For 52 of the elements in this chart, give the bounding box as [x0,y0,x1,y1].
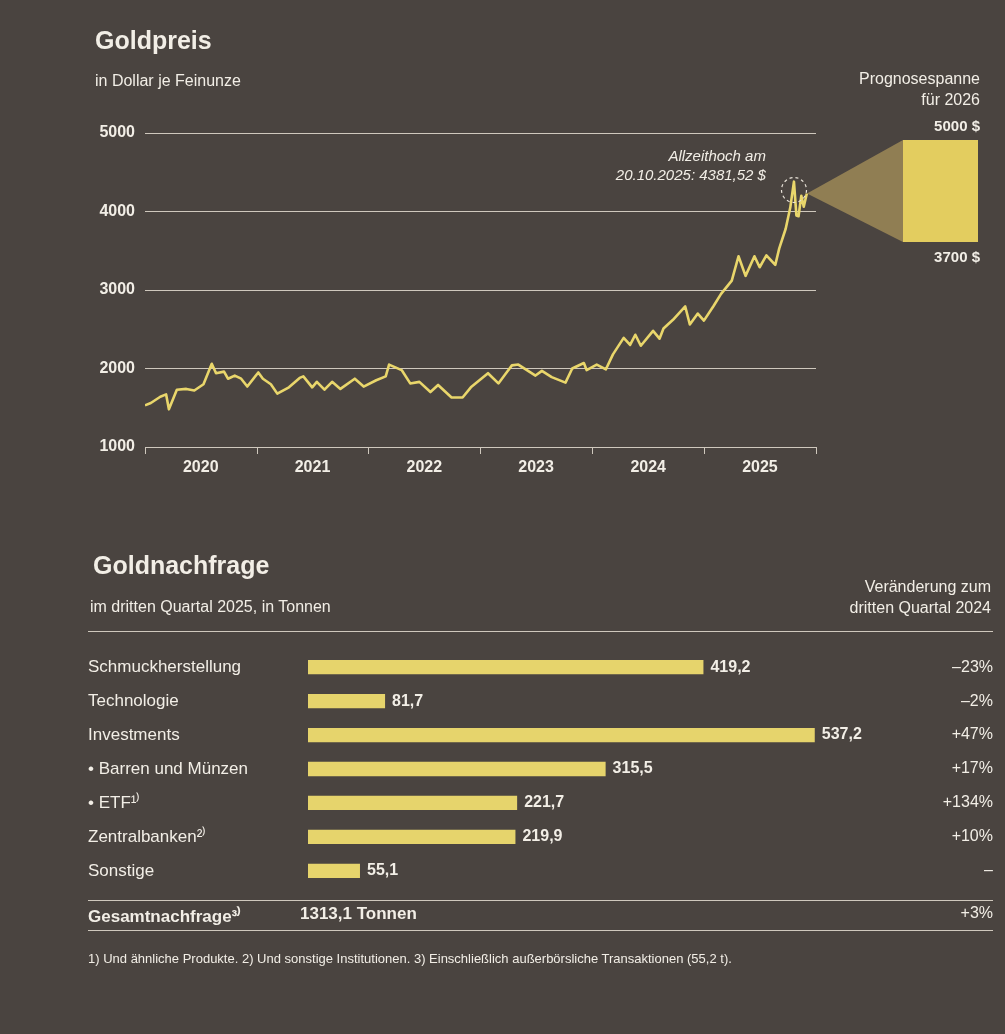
x-tick-label: 2020 [182,458,219,476]
text: Gesamtnachfrage³⁾ [88,905,242,927]
text: +10% [951,827,993,845]
text: – [984,861,994,879]
bar [308,727,815,743]
y-tick-label: 3000 [99,280,136,298]
data-label: 81,7 [392,691,424,709]
x-tick-label: 2021 [294,458,331,476]
x-tick-label: 2023 [518,458,554,476]
y-tick-label: 1000 [99,437,136,455]
y-tick-label: Schmuckherstellung [88,656,242,676]
bar [308,863,360,878]
text: +134% [942,793,993,811]
y-tick-label: Investments [88,724,180,744]
data-label: 219,9 [522,827,563,845]
y-tick-label: Technologie [88,690,179,710]
text: +17% [951,759,993,777]
bar [308,795,518,811]
chart-title: Goldpreis [95,26,212,55]
data-label: 537,2 [821,725,862,743]
data-label: 55,1 [366,861,399,879]
bar [308,761,606,777]
data-label: 315,5 [612,759,653,777]
y-tick-label: • ETF¹⁾ [88,791,141,812]
bar [308,693,386,709]
text: Prognosespanne für 2026 [859,70,981,108]
y-tick-label: 5000 [99,123,136,141]
y-tick-label: 2000 [99,358,136,376]
data-label: 221,7 [524,793,565,811]
annotation: Allzeithoch am 20.10.2025: 4381,52 $ [614,146,767,183]
data-label: 419,2 [710,657,751,675]
chart-subtitle: in Dollar je Feinunze [95,72,241,90]
text: Veränderung zum dritten Quartal 2024 [849,577,991,618]
x-tick-label: 2025 [742,458,778,476]
text: –23% [952,657,993,675]
text: 1313,1 Tonnen [300,904,417,924]
text: +3% [960,904,993,922]
y-tick-label: 4000 [99,201,136,219]
y-tick-label: Zentralbanken²⁾ [88,825,207,846]
text: 5000 $ [934,116,981,134]
y-tick-label: Sonstige [88,860,155,880]
x-tick-label: 2024 [630,458,667,476]
text: –2% [960,691,993,709]
text: +47% [951,725,993,743]
chart-subtitle: im dritten Quartal 2025, in Tonnen [90,598,331,616]
bar [308,829,516,845]
chart-title: Goldnachfrage [93,551,270,580]
bar [308,660,704,675]
x-tick-label: 2022 [406,458,443,476]
text: 3700 $ [934,247,981,265]
text: 1) Und ähnliche Produkte. 2) Und sonstige Institutionen. 3) Einschließlich außerbörsliche Transaktionen (55,2 t). [88,951,732,966]
y-tick-label: • Barren und Münzen [88,758,248,778]
